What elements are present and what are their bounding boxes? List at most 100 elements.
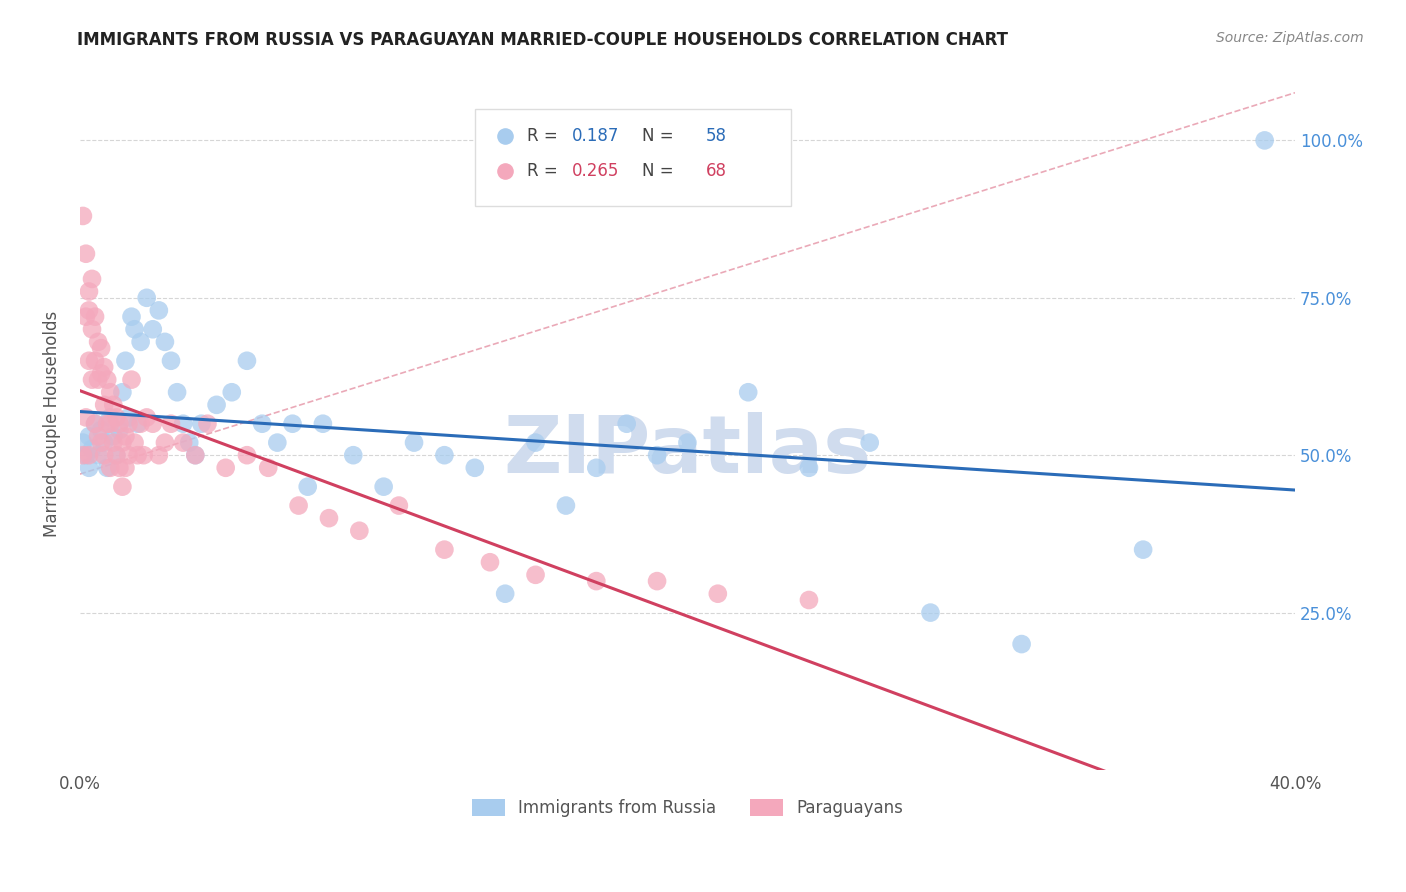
Point	[388, 499, 411, 513]
Point	[342, 448, 364, 462]
Point	[72, 435, 94, 450]
Point	[87, 373, 110, 387]
Point	[318, 511, 340, 525]
Point	[117, 410, 139, 425]
Point	[1132, 186, 1154, 201]
Point	[236, 448, 259, 462]
Point	[103, 435, 125, 450]
Point	[236, 353, 259, 368]
Point	[117, 417, 139, 431]
Point	[105, 448, 128, 462]
Point	[84, 310, 107, 324]
Point	[132, 448, 155, 462]
Point	[117, 448, 139, 462]
Point	[464, 460, 486, 475]
Point	[87, 334, 110, 349]
Point	[75, 310, 97, 324]
Point	[494, 587, 516, 601]
Point	[98, 460, 121, 475]
Point	[153, 435, 176, 450]
Point	[297, 480, 319, 494]
Point	[205, 398, 228, 412]
Point	[114, 429, 136, 443]
Point	[266, 435, 288, 450]
Point	[75, 246, 97, 260]
Text: 0.265: 0.265	[572, 162, 620, 180]
Point	[121, 310, 143, 324]
Point	[80, 442, 103, 456]
Point	[616, 417, 638, 431]
Point	[93, 448, 115, 462]
Point	[75, 410, 97, 425]
Point	[93, 398, 115, 412]
Point	[737, 385, 759, 400]
Point	[585, 574, 607, 588]
Text: N =: N =	[620, 128, 679, 145]
Point	[129, 334, 152, 349]
Point	[127, 417, 149, 431]
Point	[859, 435, 882, 450]
Point	[77, 429, 100, 443]
Text: 68: 68	[706, 162, 727, 180]
Point	[373, 480, 395, 494]
Point	[797, 593, 820, 607]
Point	[645, 574, 668, 588]
Point	[87, 429, 110, 443]
Point	[142, 322, 165, 336]
Point	[72, 448, 94, 462]
Point	[98, 417, 121, 431]
Point	[127, 448, 149, 462]
Point	[80, 272, 103, 286]
Point	[707, 587, 730, 601]
Point	[96, 417, 118, 431]
Point	[148, 448, 170, 462]
Point	[797, 460, 820, 475]
Point	[124, 322, 146, 336]
Point	[402, 435, 425, 450]
Point	[1011, 637, 1033, 651]
Point	[1132, 542, 1154, 557]
Point	[148, 303, 170, 318]
Text: 0.187: 0.187	[572, 128, 620, 145]
Point	[77, 460, 100, 475]
Point	[84, 417, 107, 431]
Point	[90, 435, 112, 450]
Point	[93, 435, 115, 450]
Point	[105, 448, 128, 462]
Point	[72, 209, 94, 223]
Point	[585, 460, 607, 475]
Point	[166, 385, 188, 400]
Point	[124, 435, 146, 450]
Point	[108, 423, 131, 437]
Point	[103, 429, 125, 443]
Point	[153, 334, 176, 349]
Text: IMMIGRANTS FROM RUSSIA VS PARAGUAYAN MARRIED-COUPLE HOUSEHOLDS CORRELATION CHART: IMMIGRANTS FROM RUSSIA VS PARAGUAYAN MAR…	[77, 31, 1008, 49]
Point	[77, 303, 100, 318]
Point	[111, 480, 134, 494]
Point	[257, 460, 280, 475]
Point	[478, 555, 501, 569]
FancyBboxPatch shape	[475, 109, 790, 205]
Point	[114, 353, 136, 368]
Point	[80, 373, 103, 387]
Text: R =: R =	[527, 128, 562, 145]
Text: N =: N =	[620, 162, 679, 180]
Text: Source: ZipAtlas.com: Source: ZipAtlas.com	[1216, 31, 1364, 45]
Y-axis label: Married-couple Households: Married-couple Households	[44, 310, 60, 537]
Point	[172, 435, 194, 450]
Point	[80, 322, 103, 336]
Point	[645, 448, 668, 462]
Point	[433, 448, 456, 462]
Point	[111, 435, 134, 450]
Point	[221, 385, 243, 400]
Point	[75, 448, 97, 462]
Text: R =: R =	[527, 162, 562, 180]
Point	[103, 398, 125, 412]
Point	[77, 448, 100, 462]
Point	[160, 353, 183, 368]
Point	[135, 291, 157, 305]
Point	[111, 385, 134, 400]
Point	[287, 499, 309, 513]
Legend: Immigrants from Russia, Paraguayans: Immigrants from Russia, Paraguayans	[465, 792, 910, 824]
Point	[87, 448, 110, 462]
